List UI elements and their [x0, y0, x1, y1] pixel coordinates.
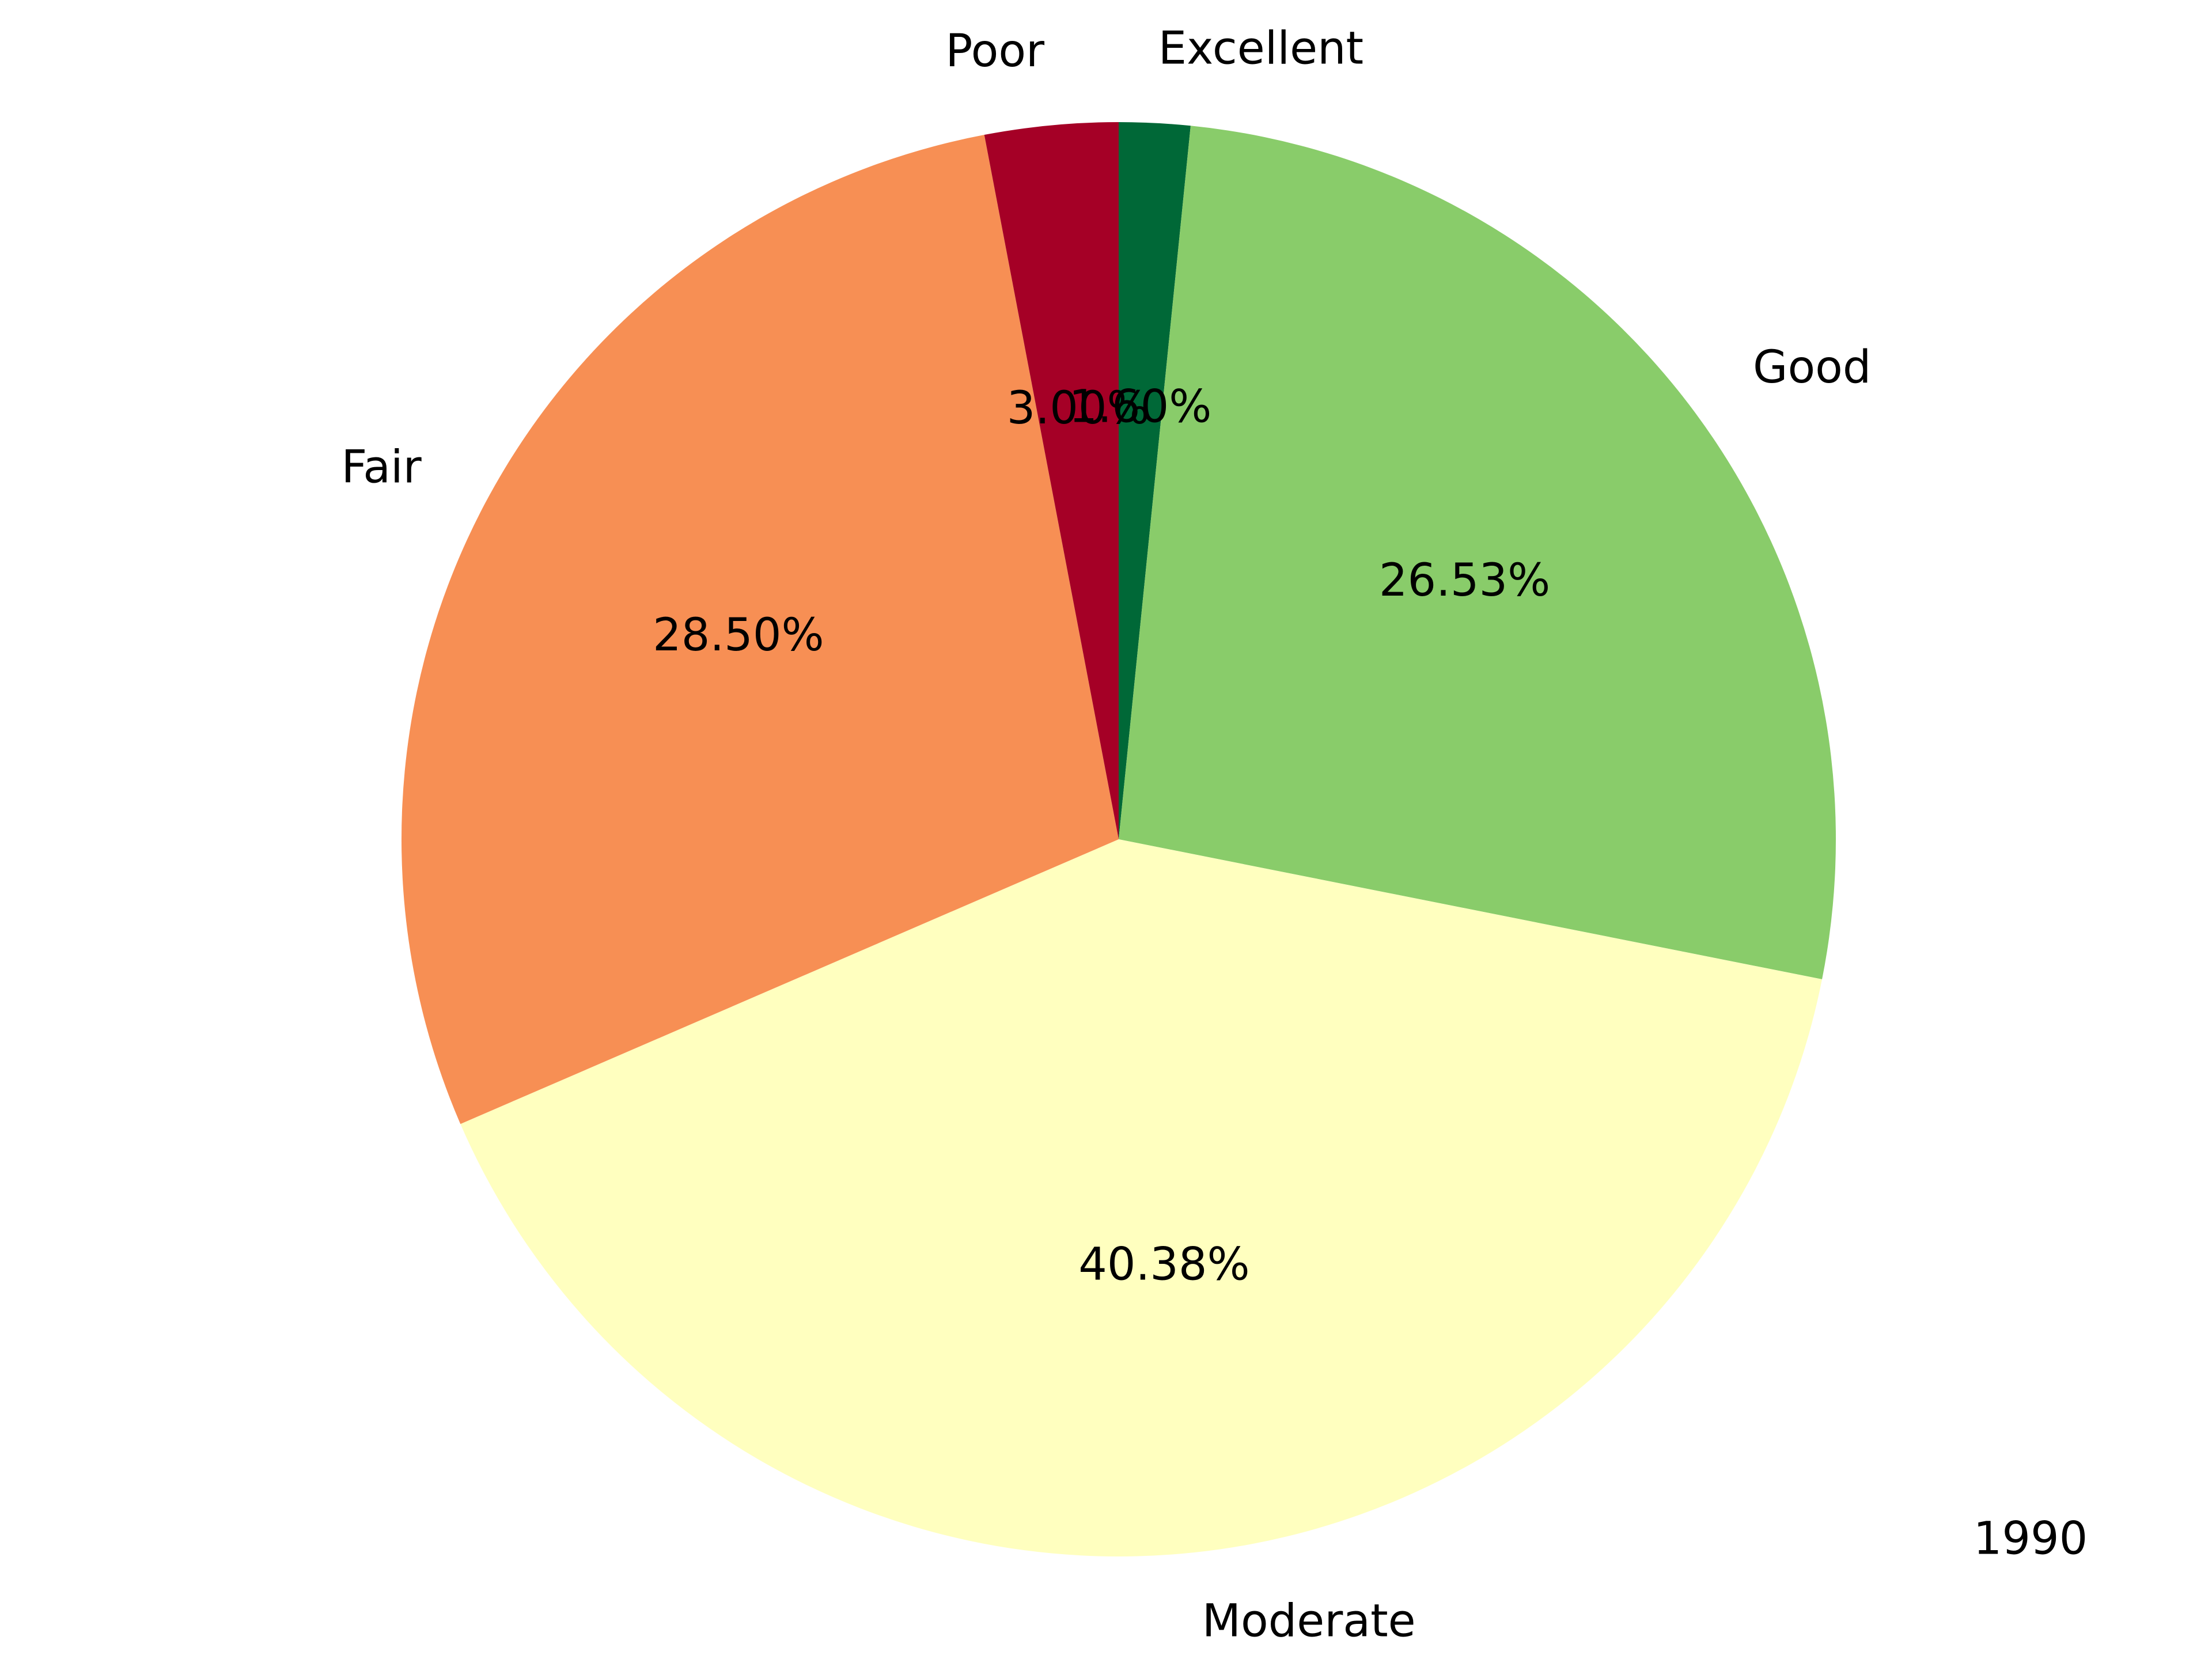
percent-label-poor: 3.00%	[1007, 382, 1150, 434]
category-label-excellent: Excellent	[1158, 23, 1363, 75]
wedge-excellent	[1119, 122, 1191, 839]
category-label-fair: Fair	[342, 442, 422, 494]
category-label-good: Good	[1753, 342, 1871, 393]
pie-labels: Excellent 1.60% Good 26.53% Moderate 40.38% Fa…	[342, 23, 1872, 1647]
wedge-moderate	[460, 839, 1823, 1556]
percent-label-moderate: 40.38%	[1078, 1238, 1249, 1290]
pie-wedges	[402, 122, 1836, 1556]
category-label-moderate: Moderate	[1202, 1595, 1416, 1647]
wedge-fair	[402, 135, 1119, 1124]
wedge-good	[1119, 126, 1836, 980]
percent-label-fair: 28.50%	[653, 609, 824, 661]
wedge-poor	[984, 122, 1119, 839]
year-annotation: 1990	[1974, 1513, 2088, 1565]
percent-label-good: 26.53%	[1379, 555, 1550, 607]
percent-label-excellent: 1.60%	[1069, 381, 1212, 433]
category-label-poor: Poor	[945, 25, 1045, 77]
